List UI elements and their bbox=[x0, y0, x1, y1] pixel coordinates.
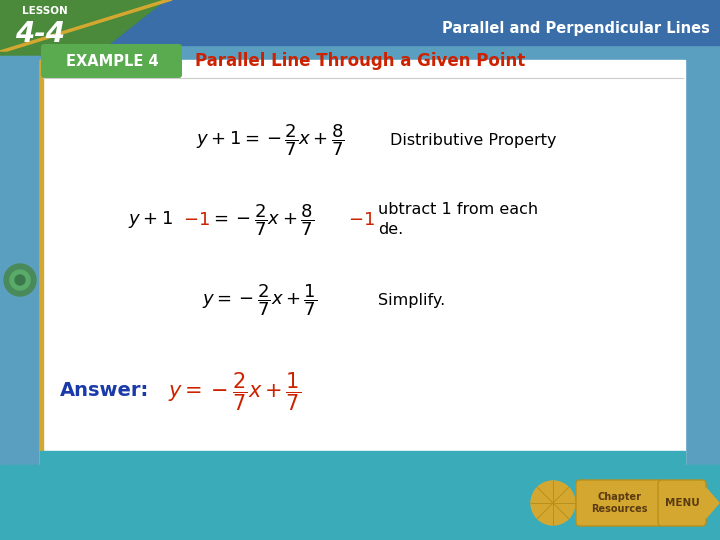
Text: MENU: MENU bbox=[665, 498, 699, 508]
Text: $=-\dfrac{2}{7}x+\dfrac{8}{7}$: $=-\dfrac{2}{7}x+\dfrac{8}{7}$ bbox=[210, 202, 314, 238]
Polygon shape bbox=[0, 0, 172, 51]
Bar bbox=[40, 60, 43, 465]
Text: Parallel and Perpendicular Lines: Parallel and Perpendicular Lines bbox=[442, 21, 710, 36]
Text: Chapter
Resources: Chapter Resources bbox=[590, 492, 647, 514]
Circle shape bbox=[4, 264, 36, 296]
Polygon shape bbox=[693, 488, 706, 518]
Text: de.: de. bbox=[378, 222, 403, 238]
Text: Parallel Line Through a Given Point: Parallel Line Through a Given Point bbox=[195, 52, 526, 70]
Text: $y+1$: $y+1$ bbox=[128, 210, 173, 231]
Text: LESSON: LESSON bbox=[22, 6, 68, 16]
Text: $-1$: $-1$ bbox=[183, 211, 210, 229]
Text: $y=-\dfrac{2}{7}x+\dfrac{1}{7}$: $y=-\dfrac{2}{7}x+\dfrac{1}{7}$ bbox=[168, 371, 302, 413]
Circle shape bbox=[10, 270, 30, 290]
Bar bbox=[0, 465, 720, 540]
Circle shape bbox=[531, 481, 575, 525]
FancyBboxPatch shape bbox=[576, 480, 662, 526]
Text: Answer:: Answer: bbox=[60, 381, 149, 400]
Bar bbox=[0, 0, 720, 45]
FancyBboxPatch shape bbox=[41, 44, 182, 78]
Bar bbox=[40, 60, 685, 465]
Bar bbox=[40, 451, 685, 465]
FancyBboxPatch shape bbox=[658, 480, 706, 526]
Text: $y=-\dfrac{2}{7}x+\dfrac{1}{7}$: $y=-\dfrac{2}{7}x+\dfrac{1}{7}$ bbox=[202, 282, 318, 318]
Text: EXAMPLE 4: EXAMPLE 4 bbox=[66, 53, 158, 69]
Text: $-1$: $-1$ bbox=[348, 211, 375, 229]
Text: 4-4: 4-4 bbox=[15, 20, 65, 48]
Text: Distributive Property: Distributive Property bbox=[390, 132, 557, 147]
Polygon shape bbox=[706, 488, 719, 518]
Text: Simplify.: Simplify. bbox=[378, 293, 445, 307]
Text: ubtract 1 from each: ubtract 1 from each bbox=[378, 202, 538, 218]
Polygon shape bbox=[0, 0, 165, 55]
Text: $y+1=-\dfrac{2}{7}x+\dfrac{8}{7}$: $y+1=-\dfrac{2}{7}x+\dfrac{8}{7}$ bbox=[196, 122, 344, 158]
Circle shape bbox=[15, 275, 25, 285]
